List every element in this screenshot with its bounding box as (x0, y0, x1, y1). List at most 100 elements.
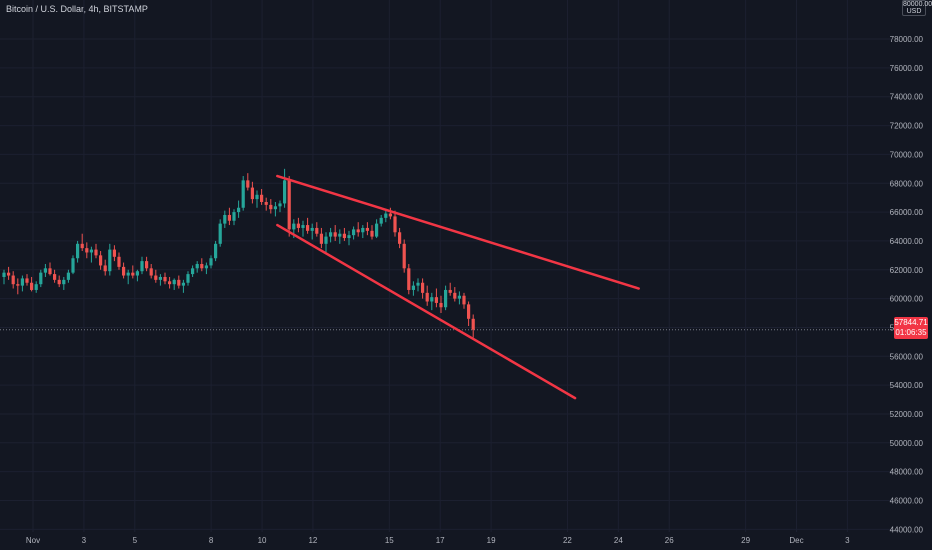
candle[interactable] (20, 275, 24, 292)
candle[interactable] (444, 285, 448, 311)
candle[interactable] (411, 281, 415, 296)
candle[interactable] (425, 285, 429, 306)
candle[interactable] (112, 245, 116, 262)
candle[interactable] (347, 230, 351, 246)
candle[interactable] (117, 252, 121, 270)
candle[interactable] (94, 243, 98, 259)
candle[interactable] (200, 258, 204, 272)
candle[interactable] (135, 269, 139, 282)
candle[interactable] (191, 265, 195, 277)
candle[interactable] (214, 240, 218, 262)
candle[interactable] (76, 240, 80, 263)
candle[interactable] (439, 295, 443, 314)
trendline[interactable] (276, 174, 640, 290)
candle[interactable] (131, 265, 135, 279)
candle[interactable] (89, 246, 93, 263)
candle[interactable] (209, 255, 213, 269)
candle[interactable] (103, 259, 107, 276)
candle[interactable] (384, 209, 388, 223)
candle[interactable] (421, 278, 425, 299)
candle[interactable] (122, 262, 126, 279)
candle[interactable] (375, 219, 379, 239)
candle[interactable] (283, 168, 287, 208)
candle[interactable] (246, 173, 250, 191)
candle[interactable] (163, 272, 167, 285)
candle[interactable] (154, 269, 158, 283)
candle[interactable] (57, 275, 61, 288)
candle[interactable] (310, 223, 314, 240)
candle[interactable] (296, 217, 300, 233)
candle[interactable] (39, 269, 43, 288)
candle[interactable] (2, 269, 6, 285)
candle[interactable] (62, 276, 66, 290)
candle[interactable] (319, 227, 323, 249)
candle[interactable] (352, 226, 356, 240)
candle[interactable] (126, 269, 130, 285)
candle[interactable] (241, 176, 245, 211)
candle[interactable] (186, 271, 190, 286)
candle[interactable] (407, 264, 411, 295)
candle[interactable] (301, 220, 305, 237)
candle[interactable] (181, 279, 185, 293)
candle[interactable] (108, 243, 112, 276)
candle[interactable] (393, 210, 397, 237)
candle[interactable] (315, 222, 319, 237)
candle[interactable] (255, 190, 259, 208)
candle[interactable] (402, 239, 406, 273)
candle[interactable] (273, 201, 277, 217)
candle[interactable] (66, 269, 70, 283)
candle[interactable] (227, 207, 231, 226)
candle[interactable] (140, 256, 144, 275)
candle[interactable] (471, 314, 475, 338)
candle[interactable] (260, 189, 264, 205)
candle[interactable] (145, 256, 149, 272)
candle[interactable] (43, 264, 47, 277)
candle[interactable] (223, 210, 227, 228)
candle[interactable] (467, 301, 471, 327)
candle[interactable] (53, 269, 57, 283)
candle[interactable] (204, 262, 208, 275)
candle[interactable] (306, 217, 310, 234)
candle[interactable] (158, 274, 162, 286)
candle[interactable] (177, 275, 181, 289)
candle[interactable] (370, 225, 374, 240)
candle[interactable] (462, 292, 466, 309)
candle[interactable] (250, 181, 254, 204)
candle[interactable] (16, 278, 20, 295)
candle[interactable] (361, 225, 365, 239)
candle[interactable] (48, 262, 52, 276)
candle[interactable] (430, 292, 434, 311)
candle[interactable] (269, 199, 273, 214)
candle[interactable] (30, 276, 34, 292)
candle[interactable] (34, 281, 38, 293)
candle[interactable] (342, 227, 346, 241)
candle[interactable] (71, 255, 75, 275)
candle[interactable] (356, 222, 360, 237)
trendline[interactable] (276, 223, 577, 400)
candle[interactable] (333, 225, 337, 241)
candle[interactable] (434, 288, 438, 308)
candle[interactable] (338, 229, 342, 244)
candle[interactable] (172, 278, 176, 290)
candle[interactable] (237, 200, 241, 218)
candle[interactable] (264, 197, 268, 211)
candle[interactable] (80, 233, 84, 252)
candle[interactable] (398, 227, 402, 249)
candle[interactable] (379, 214, 383, 227)
candle[interactable] (278, 200, 282, 213)
candle[interactable] (457, 291, 461, 305)
currency-unit-box[interactable]: 80000.00 USD (902, 0, 932, 16)
candle[interactable] (324, 232, 328, 253)
candle[interactable] (388, 207, 392, 220)
candle[interactable] (287, 176, 291, 237)
candle[interactable] (168, 276, 172, 289)
candle[interactable] (25, 274, 29, 286)
candle[interactable] (232, 209, 236, 226)
candle[interactable] (11, 271, 15, 289)
candle[interactable] (149, 264, 153, 279)
candle[interactable] (453, 287, 457, 302)
candle[interactable] (7, 266, 11, 280)
candle[interactable] (195, 261, 199, 273)
